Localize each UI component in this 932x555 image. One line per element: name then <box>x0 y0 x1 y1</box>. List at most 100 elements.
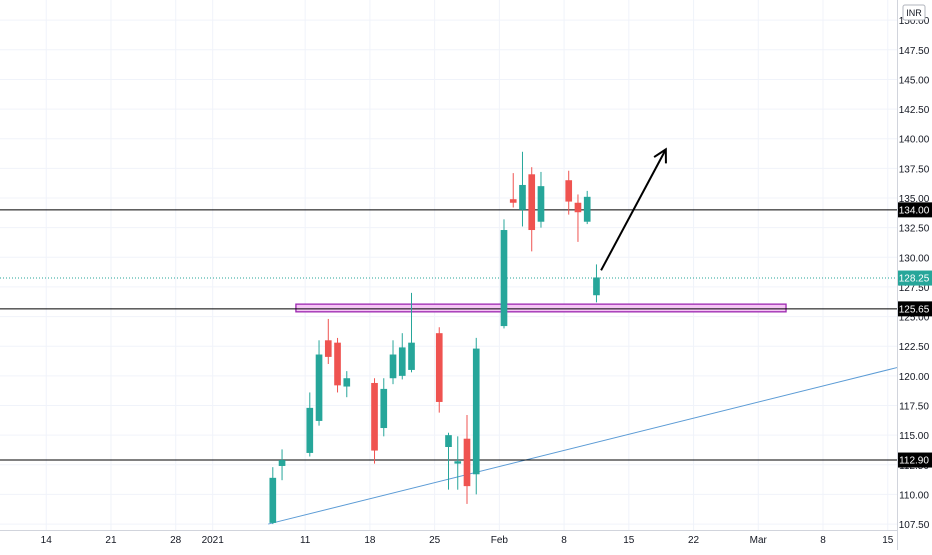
y-tick-label: 127.50 <box>899 283 930 294</box>
candle-body <box>472 348 480 475</box>
candle <box>472 337 480 495</box>
y-tick-label: 107.50 <box>899 520 930 531</box>
grid-layer <box>0 0 897 530</box>
y-tick-label: 140.00 <box>899 135 930 146</box>
candle <box>519 151 526 227</box>
candle-body <box>408 342 415 370</box>
y-tick-label: 147.50 <box>899 46 930 57</box>
ascending-trendline <box>268 367 898 525</box>
candle-body <box>537 186 545 222</box>
x-tick-label: 15 <box>882 535 894 546</box>
x-tick-label: 11 <box>300 535 311 546</box>
y-tick-label: 117.50 <box>899 402 929 413</box>
x-tick-label: 8 <box>820 535 826 546</box>
candle <box>398 333 406 380</box>
candle-body <box>574 202 582 213</box>
candle <box>306 392 314 457</box>
candle <box>324 318 332 365</box>
candle-body <box>306 407 314 453</box>
candle <box>315 340 323 426</box>
x-tick-label: 21 <box>105 535 117 546</box>
candle <box>565 170 573 215</box>
candle <box>583 190 591 225</box>
y-tick-label: 145.00 <box>899 75 930 86</box>
current-price-tag-text: 128.25 <box>899 274 930 285</box>
candle-body <box>324 340 332 357</box>
candle-body <box>398 347 406 376</box>
candle <box>454 436 462 490</box>
candle-body <box>519 184 526 210</box>
projection-arrow-head <box>653 147 667 164</box>
candle <box>593 264 600 303</box>
candle-body <box>278 460 286 466</box>
candle <box>408 292 415 373</box>
y-tick-label: 135.00 <box>899 194 930 205</box>
level-price-tag-text: 125.65 <box>899 304 930 315</box>
candle <box>574 194 582 242</box>
y-tick-label: 130.00 <box>899 253 930 264</box>
candle <box>389 340 397 385</box>
currency-badge-frame <box>902 4 926 21</box>
candle <box>343 371 351 398</box>
y-tick-label: 125.00 <box>899 313 930 324</box>
candle-body <box>593 277 600 296</box>
candle-body <box>269 477 277 523</box>
candle-body <box>565 180 573 202</box>
x-tick-label: 14 <box>41 535 53 546</box>
candle <box>509 173 517 208</box>
current-price-tag-background <box>898 270 932 286</box>
candle-body <box>435 333 443 402</box>
level-price-tag-background <box>898 202 932 218</box>
support-zone <box>295 303 787 313</box>
currency-label: INR <box>906 8 922 18</box>
candle-body <box>583 196 591 222</box>
candles-layer <box>269 151 600 525</box>
projection-arrow-shaft <box>600 148 667 271</box>
candle <box>463 414 471 504</box>
candle <box>445 432 452 490</box>
level-price-tag-text: 112.90 <box>899 456 929 467</box>
candle <box>278 449 286 481</box>
current-price-tag: 128.25 <box>898 270 932 286</box>
x-tick-label: 25 <box>429 535 441 546</box>
y-tick-label: 122.50 <box>899 342 930 353</box>
candle <box>500 219 508 329</box>
candle-body <box>343 378 351 387</box>
x-tick-label: 2021 <box>202 535 225 546</box>
candle <box>528 167 536 252</box>
candle-body <box>380 388 388 429</box>
level-price-tag-text: 134.00 <box>899 205 930 216</box>
x-tick-label: 18 <box>364 535 376 546</box>
y-tick-label: 120.00 <box>899 372 930 383</box>
candle <box>334 337 341 393</box>
level-price-tag-background <box>898 452 932 468</box>
annotations-layer <box>600 147 667 271</box>
y-tick-label: 110.00 <box>899 490 929 501</box>
level-price-tag: 134.00 <box>898 202 932 218</box>
candle-body <box>528 174 536 231</box>
level-price-tag: 125.65 <box>898 301 932 317</box>
candle-body <box>500 230 508 327</box>
x-tick-label: Mar <box>750 535 768 546</box>
candle-body <box>371 382 378 451</box>
candle-body <box>315 354 323 421</box>
candle-body <box>445 435 452 448</box>
x-tick-label: 28 <box>170 535 182 546</box>
y-tick-label: 115.00 <box>899 431 929 442</box>
candle-body <box>463 438 471 487</box>
candle <box>371 378 378 464</box>
y-tick-label: 137.50 <box>899 164 930 175</box>
candle-body <box>334 342 341 386</box>
x-tick-label: Feb <box>491 535 509 546</box>
candle-body <box>389 354 397 379</box>
x-tick-label: 8 <box>561 535 567 546</box>
y-tick-label: 142.50 <box>899 105 930 116</box>
candle <box>435 327 443 413</box>
level-price-tag-background <box>898 301 932 317</box>
candle-body <box>509 199 517 203</box>
level-price-tag: 112.90 <box>898 452 932 468</box>
x-tick-label: 22 <box>688 535 700 546</box>
candle <box>269 467 277 525</box>
